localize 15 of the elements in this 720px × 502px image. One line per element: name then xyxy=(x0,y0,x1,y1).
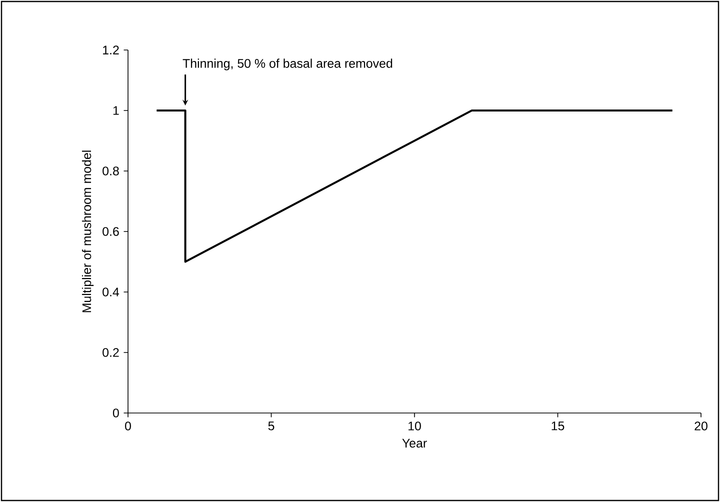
x-tick-label: 20 xyxy=(694,422,708,430)
x-tick-label: 0 xyxy=(125,422,131,430)
x-tick-label: 5 xyxy=(268,422,274,430)
y-tick-label: 1 xyxy=(113,106,119,115)
x-axis-title: Year xyxy=(402,438,427,448)
annotation: Thinning, 50 % of basal area removed xyxy=(182,58,392,70)
y-tick-label: 0.8 xyxy=(102,166,119,176)
x-tick-label: 10 xyxy=(408,422,421,430)
x-tick-label: 15 xyxy=(552,422,564,430)
y-tick-label: 0.4 xyxy=(102,288,120,296)
y-tick-label: 0.2 xyxy=(102,348,119,357)
y-axis-title: Multiplier of mushroom model xyxy=(82,150,94,312)
y-tick-label: 1.2 xyxy=(103,46,119,54)
y-tick-label: 0.6 xyxy=(102,227,119,236)
y-tick-label: 0 xyxy=(112,408,119,418)
